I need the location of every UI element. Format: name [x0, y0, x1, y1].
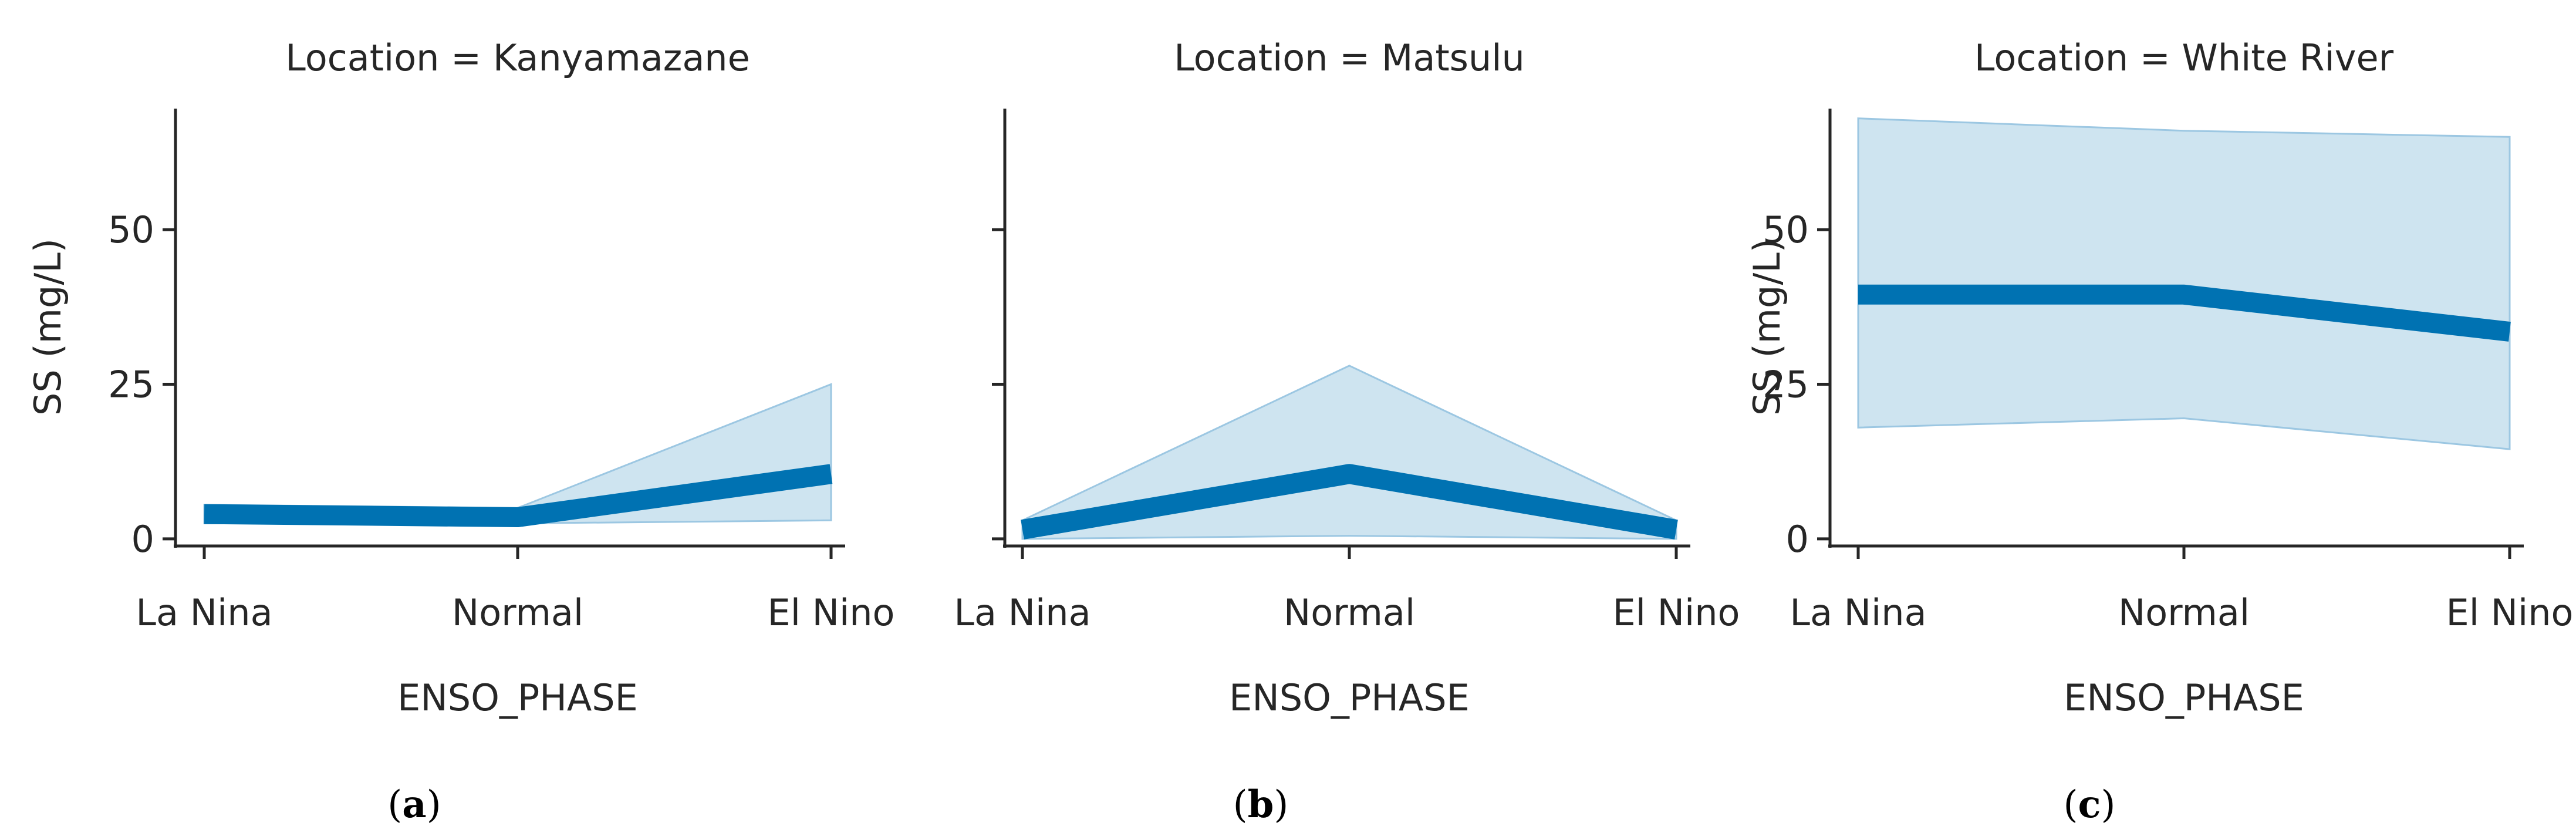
panel-letter: b	[1248, 783, 1274, 827]
y-tick-label: 25	[108, 363, 154, 406]
y-tick-label: 25	[1763, 363, 1809, 406]
panel-label-a: (a)	[387, 783, 441, 827]
x-tick-label: El Nino	[1613, 591, 1740, 634]
x-tick-label: La Nina	[136, 591, 272, 634]
panel-label-b: (b)	[1233, 783, 1289, 827]
panel-white-river: Location = White River 0 25 50 La Nina Norm…	[1746, 36, 2573, 827]
series-line	[1021, 464, 1678, 540]
y-tick-label: 0	[131, 518, 154, 561]
x-axis-label: ENSO_PHASE	[397, 676, 638, 719]
x-tick-label: La Nina	[954, 591, 1091, 634]
y-axis-label: SS (mg/L)	[26, 238, 69, 416]
x-tick-label: Normal	[1284, 591, 1415, 634]
x-tick-label: La Nina	[1790, 591, 1926, 634]
y-tick-label: 50	[1763, 208, 1809, 251]
x-axis-label: ENSO_PHASE	[1229, 676, 1470, 719]
confidence-band	[203, 383, 832, 524]
panel-matsulu: Location = Matsulu La Nina Normal El Nino …	[954, 36, 1740, 827]
series-line	[1858, 284, 2511, 342]
y-axis-label: SS (mg/L)	[1746, 238, 1788, 416]
x-tick-label: El Nino	[768, 591, 895, 634]
series-line	[204, 464, 833, 527]
x-tick-label: Normal	[452, 591, 583, 634]
panel-kanyamazane: Location = Kanyamazane 0 25 50 La Nina Norm…	[26, 36, 894, 827]
x-axis-label: ENSO_PHASE	[2064, 676, 2304, 719]
x-tick-label: Normal	[2118, 591, 2250, 634]
panel-letter: c	[2078, 783, 2101, 827]
panel-title: Location = White River	[1974, 36, 2394, 79]
panel-letter: a	[402, 783, 426, 827]
panel-title: Location = Kanyamazane	[285, 36, 750, 79]
x-tick-label: El Nino	[2446, 591, 2574, 634]
y-tick-label: 0	[1786, 518, 1809, 561]
panel-label-c: (c)	[2064, 783, 2116, 827]
panel-title: Location = Matsulu	[1174, 36, 1525, 79]
y-tick-label: 50	[108, 208, 154, 251]
confidence-band	[1857, 117, 2511, 450]
